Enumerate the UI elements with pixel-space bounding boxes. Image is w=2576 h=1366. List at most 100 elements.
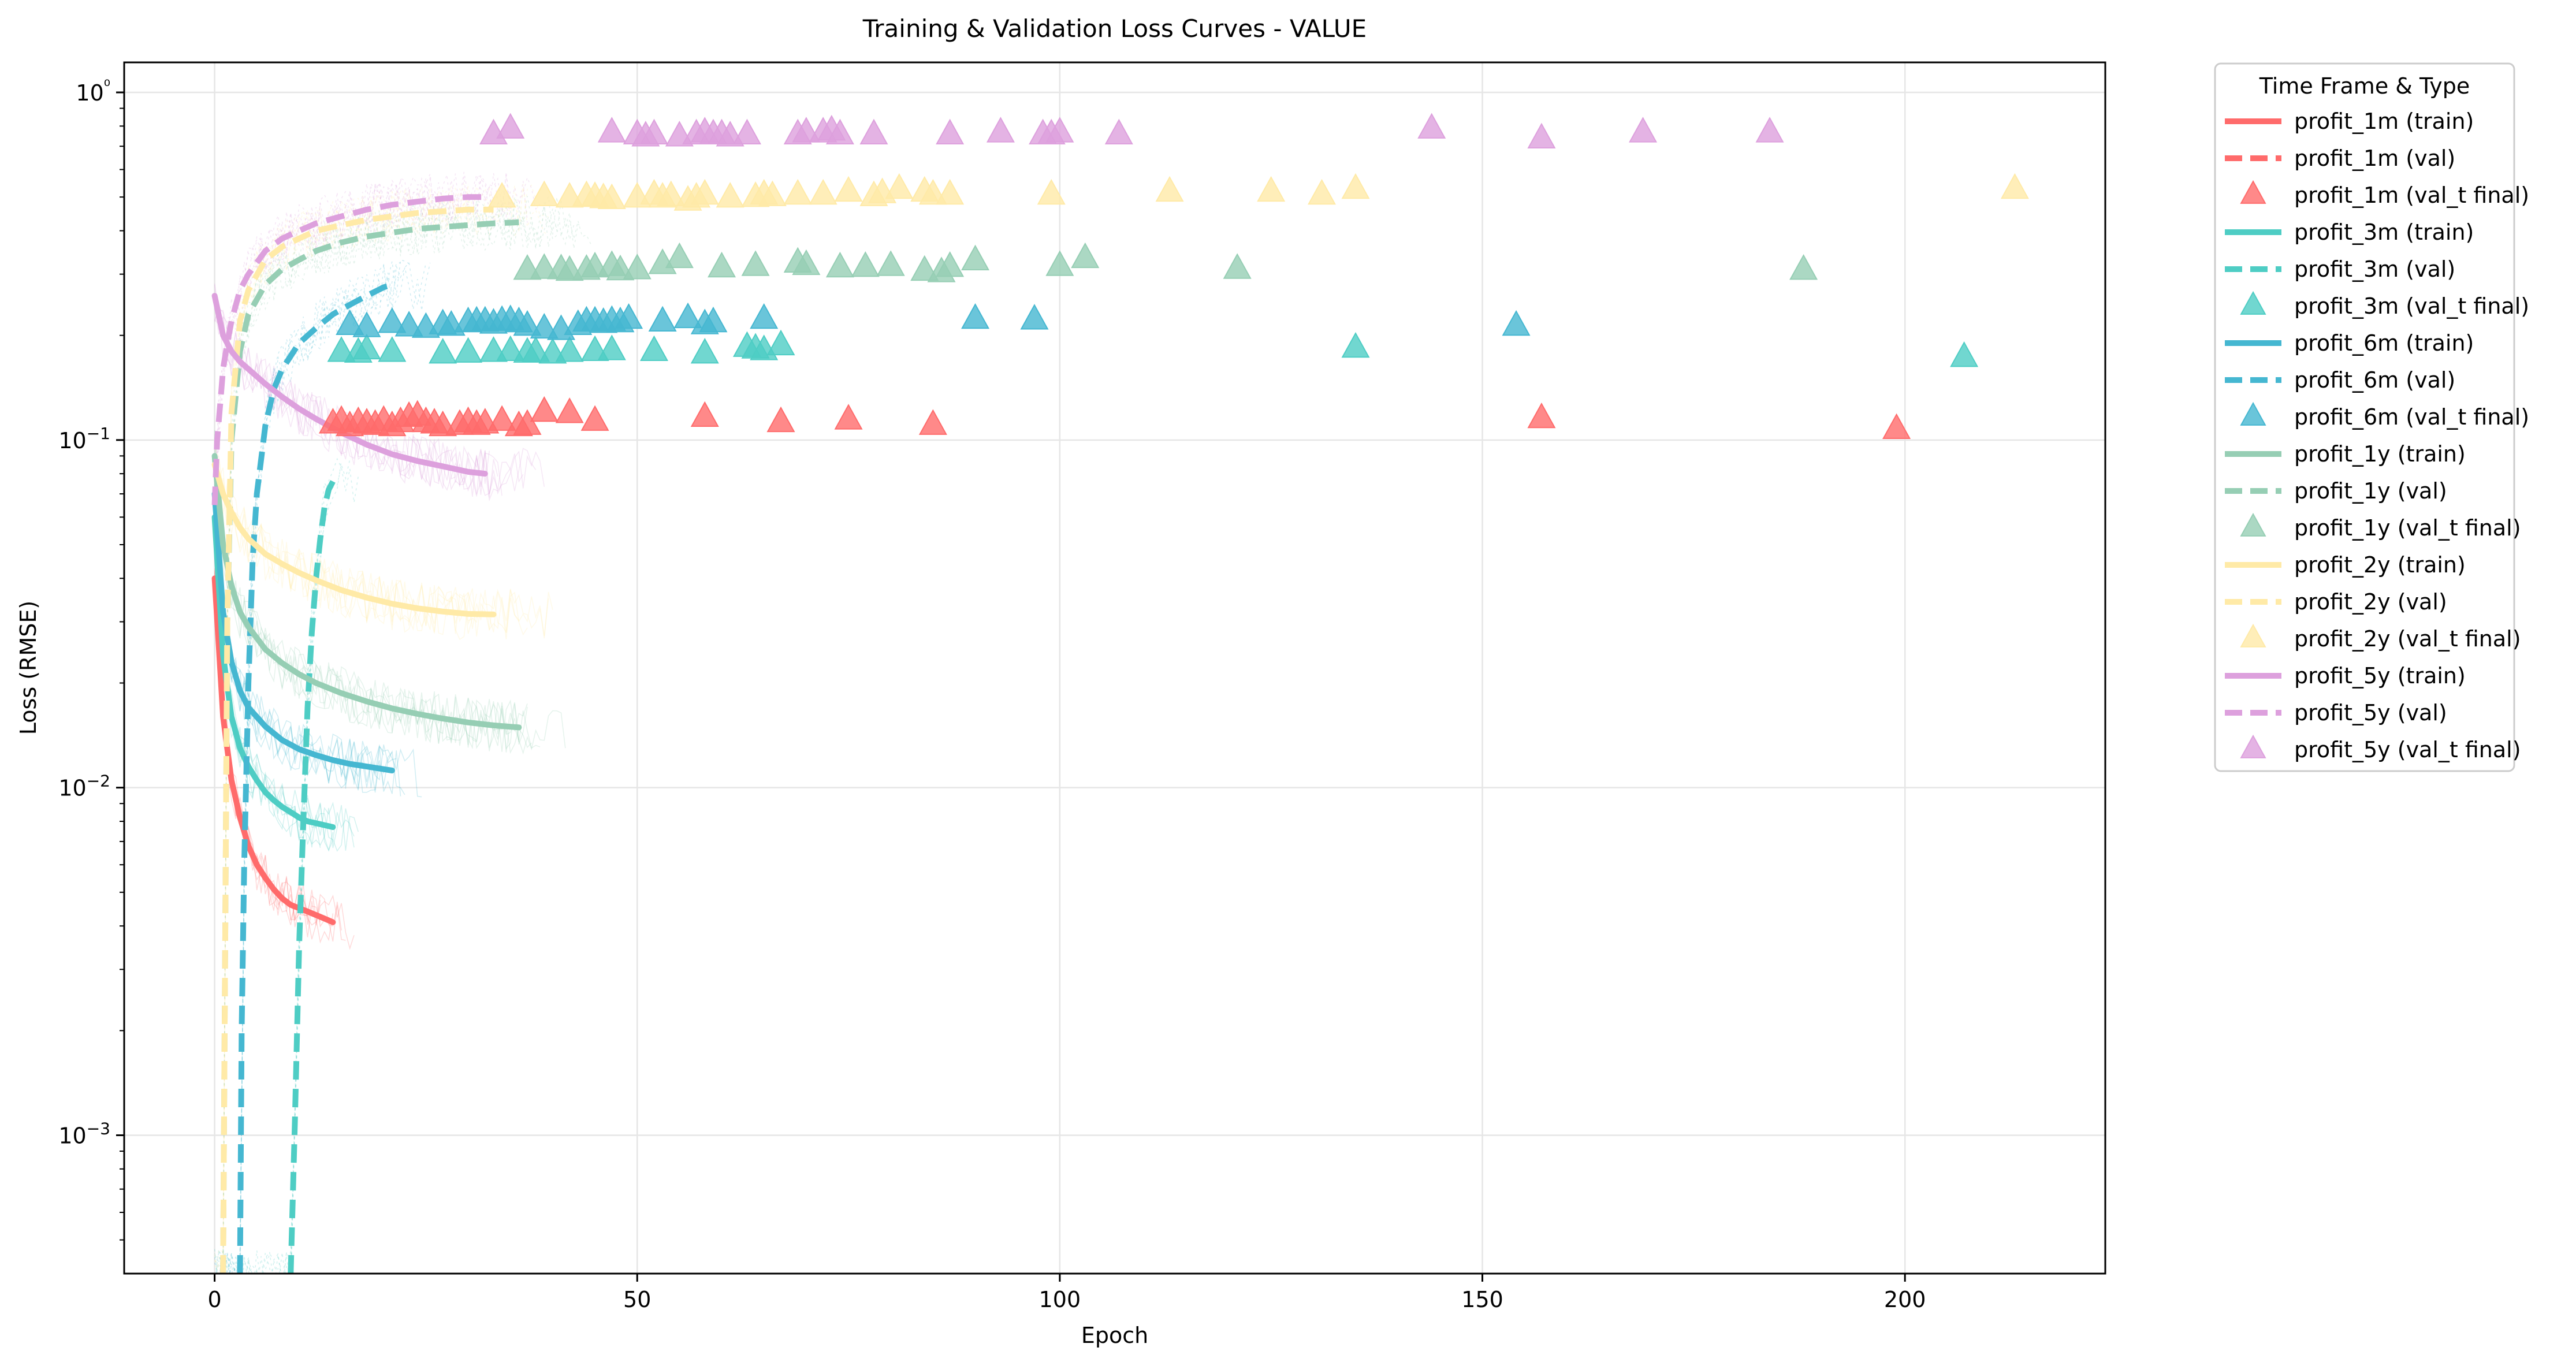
profit_1y-val-t-marker	[623, 254, 652, 280]
profit_2y-val-line	[220, 206, 494, 1274]
legend-label: profit_6m (val)	[2294, 367, 2455, 393]
faint-run-curve	[214, 430, 541, 749]
profit_6m-val-t-marker	[1020, 304, 1049, 330]
legend-label: profit_2y (train)	[2294, 552, 2466, 578]
faint-run-curve	[214, 448, 528, 641]
faint-run-curve	[216, 185, 528, 1274]
profit_1m-val-t-marker	[513, 409, 542, 435]
profit_5y-val-t-marker	[986, 117, 1015, 143]
profit_5y-val-t-marker	[496, 113, 525, 139]
profit_3m-val-t-marker	[597, 334, 626, 360]
profit_1m-val-t-marker	[766, 406, 795, 433]
faint-run-curve	[214, 520, 359, 851]
faint-run-curve	[219, 196, 524, 1274]
profit_5y-val-t-marker	[936, 118, 965, 144]
profit_2y-val-t-marker	[809, 178, 837, 205]
legend-label: profit_1m (val)	[2294, 146, 2455, 171]
profit_6m-train-line	[211, 491, 395, 773]
profit_2y-val-t-marker	[1308, 178, 1337, 205]
legend-box	[2214, 62, 2515, 772]
legend: Time Frame & Type profit_1m (train)profi…	[2214, 62, 2529, 772]
profit_1m-val-t-marker	[918, 409, 947, 435]
faint-run-curve	[214, 533, 355, 852]
faint-run-curve	[214, 434, 520, 753]
profit_6m-val-line	[237, 281, 393, 1274]
profit_6m-val-t-marker	[1502, 310, 1531, 336]
profit_2y-val-t-marker	[783, 178, 812, 205]
profit_6m-val-t-marker	[961, 303, 990, 329]
profit_1m-val-t-marker	[1882, 413, 1911, 439]
profit_1y-val-t-marker	[530, 253, 559, 279]
profit_3m-val-t-marker	[555, 336, 584, 362]
profit_5y-val-t-marker	[597, 117, 626, 143]
profit_2y-val-t-marker	[690, 178, 719, 205]
profit_5y-val-line	[211, 194, 485, 505]
legend-label: profit_5y (val)	[2294, 700, 2447, 725]
profit_3m-val-t-marker	[352, 333, 381, 360]
faint-run-curve	[214, 572, 321, 926]
profit_2y-val-t-marker	[1155, 176, 1184, 202]
faint-run-curve	[214, 259, 410, 1274]
profit_2y-val-t-marker	[2000, 173, 2029, 199]
profit_5y-val-t-marker	[1629, 117, 1658, 143]
profit_6m-val-t-marker	[648, 306, 677, 332]
faint-run-curve	[214, 502, 384, 789]
profit_1m-val-t-marker	[834, 404, 863, 430]
faint-run-curve	[214, 467, 477, 630]
legend-label: profit_3m (val_t final)	[2294, 293, 2529, 319]
profit_3m-val-line	[288, 480, 336, 1274]
faint-run-curve	[222, 196, 583, 1274]
profit_1y-val-t-marker	[1045, 250, 1074, 276]
faint-run-curve	[214, 472, 549, 639]
profit_2y-val-t-marker	[758, 180, 787, 206]
legend-title: Time Frame & Type	[2259, 73, 2470, 99]
legend-swatch-triangle	[2240, 623, 2266, 647]
profit_3m-val-t-marker	[640, 335, 668, 362]
profit_5y-val-t-marker	[732, 118, 761, 144]
profit_5y-val-t-marker	[825, 118, 854, 144]
profit_2y-val-t-marker	[885, 173, 914, 199]
profit_3m-val-t-marker	[690, 338, 719, 364]
x-tick-label: 200	[1884, 1287, 1926, 1312]
faint-run-curve	[222, 199, 557, 1274]
profit_1y-val-t-marker	[741, 250, 770, 276]
legend-label: profit_1m (val_t final)	[2294, 183, 2529, 208]
profit_6m-val-t-marker	[615, 303, 643, 329]
faint-run-curve	[214, 460, 342, 1274]
x-tick-label: 100	[1039, 1287, 1081, 1312]
profit_1y-val-t-marker	[1223, 253, 1252, 279]
y-axis-label: Loss (RMSE)	[16, 601, 41, 735]
profit_1y-val-t-marker	[1071, 242, 1100, 269]
profit_1y-val-t-marker	[792, 249, 821, 276]
faint-run-curve	[218, 200, 528, 1274]
profit_1y-val-t-marker	[851, 251, 880, 277]
legend-swatch-triangle	[2240, 180, 2266, 204]
x-tick-label: 150	[1461, 1287, 1503, 1312]
profit_2y-train-line	[211, 461, 497, 617]
faint-run-curve	[221, 195, 575, 1274]
x-tick-label: 50	[623, 1287, 651, 1312]
profit_5y-val-t-marker	[1045, 117, 1074, 143]
profit_1m-val-t-marker	[690, 401, 719, 427]
faint-run-curve	[214, 484, 393, 793]
profit_6m-val-t-marker	[530, 312, 559, 339]
profit_1m-val-t-marker	[530, 396, 559, 422]
profit_1y-val-t-marker	[825, 251, 854, 278]
profit_5y-train-line	[211, 293, 488, 477]
profit_1m-train-line	[211, 575, 336, 925]
faint-run-curve	[214, 436, 528, 752]
profit_3m-val-t-marker	[766, 329, 795, 356]
x-tick-label: 0	[207, 1287, 221, 1312]
plot-frame	[123, 61, 2106, 1275]
profit_2y-val-t-marker	[1257, 176, 1286, 202]
faint-run-curve	[214, 570, 342, 942]
profit_1m-val-t-marker	[487, 405, 516, 431]
x-axis-label: Epoch	[1081, 1323, 1148, 1348]
profit_5y-val-t-marker	[859, 118, 888, 144]
y-tick-label: 10−3	[58, 1119, 110, 1149]
profit_1m-val-t-marker	[555, 397, 584, 423]
axis-ticks: 0 50 100 150 200 10−3 10−2 10−1 10⁰	[58, 76, 1926, 1312]
profit_2y-val-t-marker	[657, 180, 686, 206]
profit_3m-val-t-marker	[496, 335, 525, 362]
